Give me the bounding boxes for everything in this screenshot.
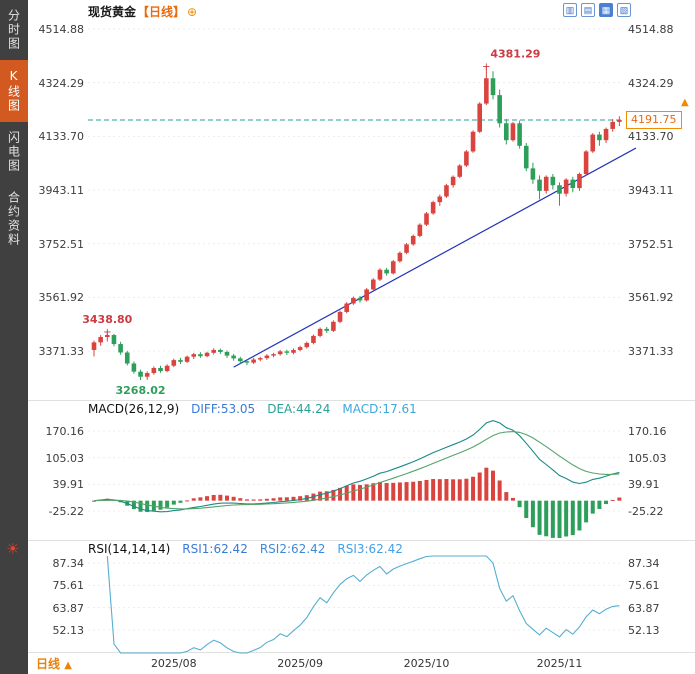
chart-annotation: 3438.80 <box>82 313 132 326</box>
y-axis-label: 105.03 <box>45 451 85 465</box>
price-up-arrow-icon: ▲ <box>681 97 689 108</box>
chart-header: 现货黄金【日线】 ⊕ <box>88 3 197 20</box>
tab-daily-period[interactable]: 日线 ▲ <box>36 655 72 672</box>
period-up-arrow-icon: ▲ <box>64 660 72 671</box>
y-axis-label: 39.91 <box>52 478 85 492</box>
instrument-title: 现货黄金 <box>88 5 137 19</box>
x-axis-label: 2025/09 <box>277 657 323 670</box>
y-axis-label: 105.03 <box>628 451 667 465</box>
y-axis-label: 63.87 <box>628 601 660 615</box>
y-axis-label: 4133.70 <box>38 130 85 144</box>
sun-icon[interactable]: ☀ <box>6 540 20 558</box>
add-indicator-icon[interactable]: ⊕ <box>187 5 198 19</box>
macd-diff-value: DIFF:53.05 <box>191 402 256 416</box>
y-axis-label: 3752.51 <box>628 237 674 251</box>
y-axis-label: 4133.70 <box>628 130 674 144</box>
rsi-header: RSI(14,14,14) RSI1:62.42 RSI2:62.42 RSI3… <box>88 542 403 556</box>
chart-type-toolbar: ▥ ▤ ▦ ▧ <box>563 3 631 17</box>
y-axis-label: -25.22 <box>48 505 84 518</box>
y-axis-label: 52.13 <box>628 624 660 637</box>
macd-macd-value: MACD:17.61 <box>342 402 417 416</box>
sidebar-item-lightning-chart[interactable]: 闪电图 <box>6 131 21 173</box>
macd-dea-value: DEA:44.24 <box>267 402 331 416</box>
svg-text:+: + <box>482 62 490 73</box>
y-axis-label: 87.34 <box>52 557 85 570</box>
y-axis-label: 3943.11 <box>628 183 674 197</box>
chart-annotation: 3268.02 <box>115 384 165 397</box>
y-axis-label: 4514.88 <box>38 23 85 36</box>
candlestick-view-icon[interactable]: ▥ <box>563 3 577 17</box>
x-axis-label: 2025/11 <box>536 657 583 670</box>
rsi1-value: RSI1:62.42 <box>182 542 248 556</box>
y-axis-label: 3371.33 <box>38 345 85 358</box>
y-axis-label: -25.22 <box>628 505 664 518</box>
x-axis-label: 2025/10 <box>403 657 450 670</box>
y-axis-label: 170.16 <box>628 425 667 438</box>
macd-title: MACD(26,12,9) <box>88 402 180 416</box>
sidebar-item-time-chart[interactable]: 分时图 <box>6 9 21 51</box>
svg-text:+: + <box>103 327 111 338</box>
y-axis-label: 87.34 <box>628 557 660 570</box>
y-axis-label: 3561.92 <box>628 291 674 305</box>
y-axis-label: 3371.33 <box>628 345 674 358</box>
sidebar-item-contract-info[interactable]: 合约资料 <box>6 191 21 247</box>
y-axis-label: 75.61 <box>628 579 660 593</box>
y-axis-label: 4514.88 <box>628 23 674 36</box>
line-view-icon[interactable]: ▤ <box>581 3 595 17</box>
rsi-title: RSI(14,14,14) <box>88 542 171 556</box>
y-axis-label: 4324.29 <box>38 76 85 90</box>
macd-header: MACD(26,12,9) DIFF:53.05 DEA:44.24 MACD:… <box>88 402 417 416</box>
y-axis-label: 170.16 <box>45 425 85 438</box>
sidebar-item-kline-chart[interactable]: K线图 <box>0 60 28 122</box>
y-axis-label: 75.61 <box>52 579 85 593</box>
y-axis-label: 63.87 <box>52 601 85 615</box>
chart-annotation: 4381.29 <box>490 48 540 61</box>
current-price-tag: 4191.75 <box>626 111 682 129</box>
x-axis-label: 2025/08 <box>150 657 197 670</box>
bar-view-icon[interactable]: ▦ <box>599 3 613 17</box>
y-axis-label: 3561.92 <box>38 291 85 305</box>
y-axis-label: 4324.29 <box>628 76 674 90</box>
rsi3-value: RSI3:62.42 <box>337 542 403 556</box>
y-axis-label: 39.91 <box>628 478 660 492</box>
y-axis-label: 3943.11 <box>38 183 85 197</box>
period-tag: 【日线】 <box>137 5 186 19</box>
y-axis-label: 3752.51 <box>38 237 85 251</box>
rsi2-value: RSI2:62.42 <box>259 542 326 556</box>
y-axis-label: 52.13 <box>52 624 85 637</box>
sidebar: 分时图 K线图闪电图合约资料 <box>0 0 28 674</box>
bottom-period-label: 日线 <box>36 657 61 671</box>
grid-view-icon[interactable]: ▧ <box>617 3 631 17</box>
